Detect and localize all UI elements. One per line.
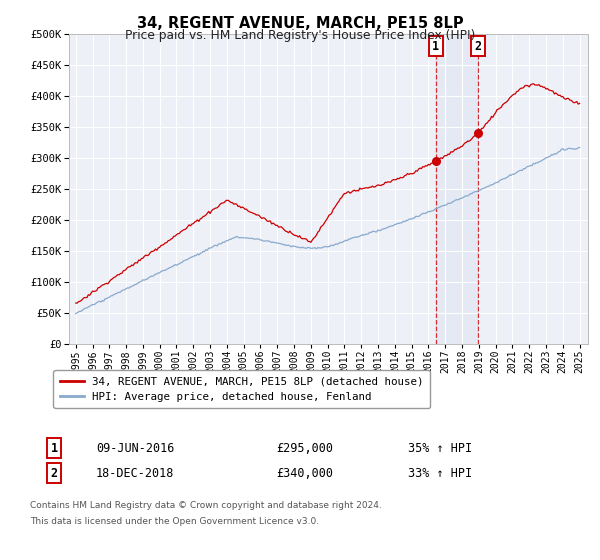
Text: 35% ↑ HPI: 35% ↑ HPI <box>408 441 472 455</box>
Text: 33% ↑ HPI: 33% ↑ HPI <box>408 466 472 480</box>
Text: Price paid vs. HM Land Registry's House Price Index (HPI): Price paid vs. HM Land Registry's House … <box>125 29 475 42</box>
Text: 1: 1 <box>50 441 58 455</box>
Text: 18-DEC-2018: 18-DEC-2018 <box>96 466 175 480</box>
Text: 34, REGENT AVENUE, MARCH, PE15 8LP: 34, REGENT AVENUE, MARCH, PE15 8LP <box>137 16 463 31</box>
Text: 2: 2 <box>475 40 482 53</box>
Bar <box>436 34 478 344</box>
Text: This data is licensed under the Open Government Licence v3.0.: This data is licensed under the Open Gov… <box>30 517 319 526</box>
Text: £295,000: £295,000 <box>276 441 333 455</box>
Text: 2: 2 <box>50 466 58 480</box>
Text: £340,000: £340,000 <box>276 466 333 480</box>
Text: Contains HM Land Registry data © Crown copyright and database right 2024.: Contains HM Land Registry data © Crown c… <box>30 501 382 510</box>
Text: 09-JUN-2016: 09-JUN-2016 <box>96 441 175 455</box>
Legend: 34, REGENT AVENUE, MARCH, PE15 8LP (detached house), HPI: Average price, detache: 34, REGENT AVENUE, MARCH, PE15 8LP (deta… <box>53 370 430 408</box>
Text: 1: 1 <box>432 40 439 53</box>
